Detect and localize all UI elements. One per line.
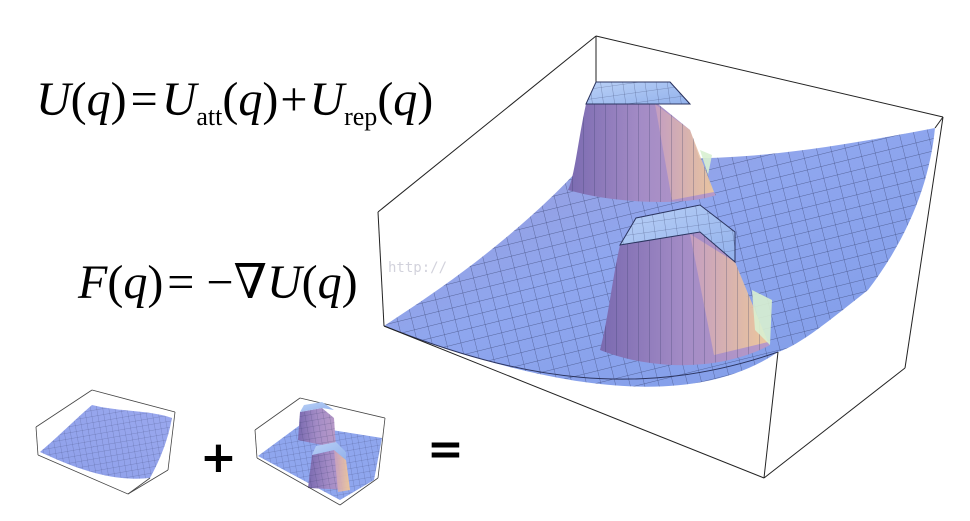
- symbol-F: F: [78, 256, 108, 309]
- bounding-box-front: [377, 116, 944, 479]
- obstacle-front: [600, 150, 772, 366]
- obstacle-back: [568, 81, 716, 202]
- symbol-q: q: [86, 73, 111, 126]
- symbol-q-rep: q: [393, 73, 418, 126]
- plus-operator: +: [200, 432, 237, 483]
- watermark-text: http://: [388, 260, 448, 276]
- symbol-U-att: U: [161, 73, 197, 126]
- potential-equation: U(q)=Uatt(q)+Urep(q): [36, 73, 434, 131]
- symbol-U-rep: U: [309, 73, 345, 126]
- equals-operator: =: [427, 424, 464, 475]
- combined-potential-plot: [377, 35, 944, 479]
- force-equation: F(q)= −∇U(q): [78, 256, 358, 309]
- gradient-operator: = −∇: [167, 256, 267, 309]
- subscript-att: att: [196, 102, 223, 131]
- subscript-rep: rep: [344, 102, 378, 131]
- plus-sign: +: [280, 73, 308, 126]
- symbol-q-att: q: [238, 73, 263, 126]
- repulsive-potential-plot: [254, 397, 386, 506]
- equals-sign: =: [130, 73, 158, 126]
- symbol-q-force: q: [123, 256, 148, 309]
- symbol-U: U: [36, 73, 71, 126]
- symbol-U-force: U: [266, 256, 302, 309]
- attractive-potential-plot: [35, 389, 176, 495]
- surface-front-edge: [383, 325, 779, 380]
- symbol-q-force-2: q: [317, 256, 342, 309]
